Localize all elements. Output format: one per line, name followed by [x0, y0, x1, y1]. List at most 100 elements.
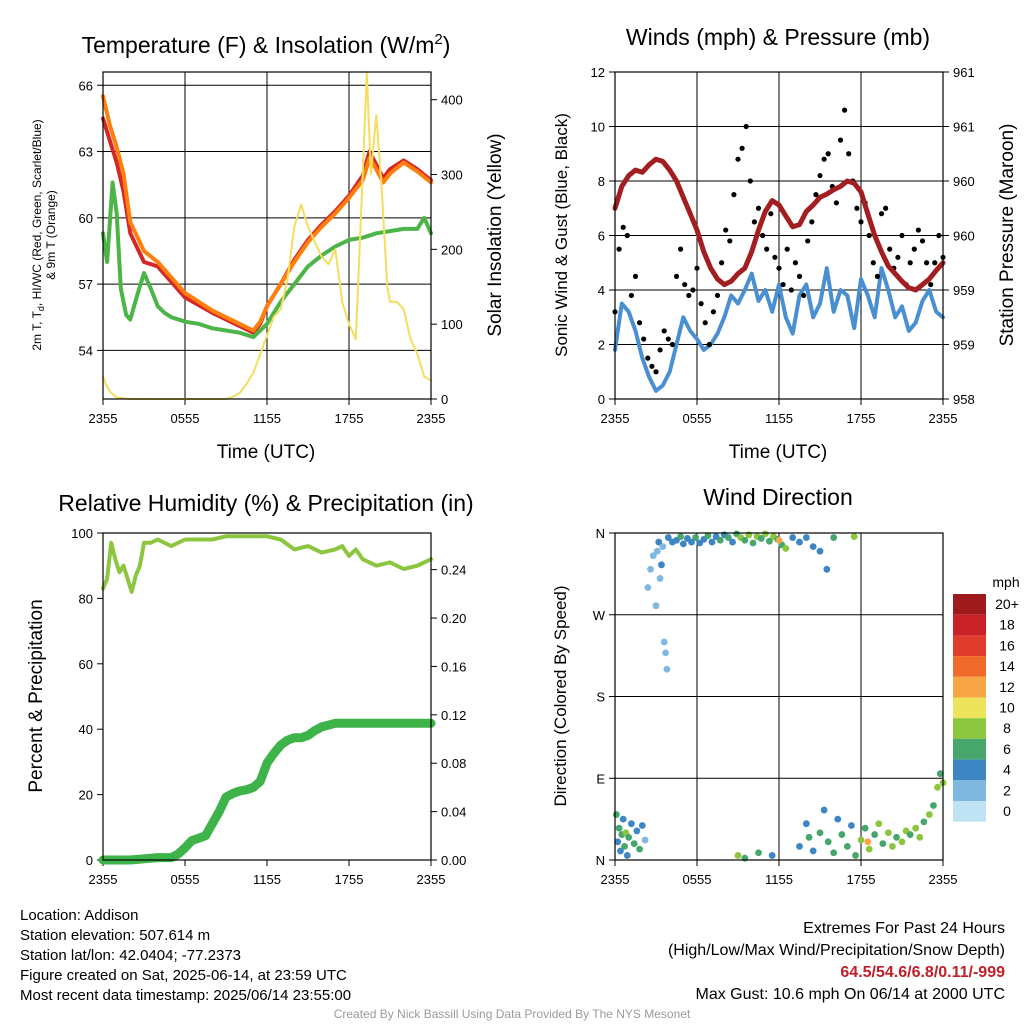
- y-tick-label: 12: [591, 65, 605, 80]
- y-tick-label: 6: [598, 229, 605, 244]
- direction-point: [755, 849, 762, 857]
- gust-point: [801, 292, 807, 299]
- gust-point: [825, 151, 831, 157]
- temperature-x-axis-label: Time (UTC): [217, 442, 316, 463]
- gust-point: [792, 260, 799, 266]
- direction-point: [816, 547, 824, 555]
- direction-point: [906, 831, 914, 838]
- y2-tick-label: 0: [441, 392, 448, 407]
- gust-point: [755, 205, 762, 211]
- gust-point: [768, 211, 774, 217]
- gust-point: [632, 273, 639, 279]
- x-tick-label: 0555: [171, 872, 200, 887]
- temperature-panel: Temperature (F) & Insolation (W/m2) Time…: [30, 31, 506, 463]
- direction-point: [889, 842, 896, 850]
- temperature-chart-title: Temperature (F) & Insolation (W/m2): [82, 31, 451, 58]
- direction-point: [934, 783, 941, 791]
- x-tick-label: 1155: [253, 872, 281, 887]
- grid-lines: [615, 72, 943, 399]
- gust-point: [669, 341, 676, 348]
- direction-point: [633, 827, 641, 835]
- direction-point: [649, 552, 657, 560]
- direction-point: [861, 824, 869, 832]
- gust-point: [686, 292, 692, 299]
- gust-point: [657, 347, 663, 353]
- gust-point: [665, 336, 671, 342]
- direction-point: [644, 584, 652, 591]
- plot-frame: [102, 71, 432, 400]
- direction-point: [612, 811, 620, 818]
- extremes-subtitle: (High/Low/Max Wind/Precipitation/Snow De…: [667, 942, 1005, 959]
- x-tick-label: 0555: [171, 411, 200, 426]
- gust-point: [628, 292, 635, 299]
- direction-point: [816, 829, 824, 837]
- y2-tick-label: 100: [441, 317, 463, 332]
- direction-point: [630, 840, 638, 848]
- y2-tick-label: 0.20: [441, 611, 466, 626]
- legend-label: 14: [999, 658, 1015, 674]
- speed-legend: mph 20+ 18 16 14 12 10 8 6 4 2 0: [953, 574, 1020, 822]
- direction-point: [641, 836, 649, 844]
- y-tick-label: 63: [79, 145, 93, 160]
- legend-label: 0: [1003, 803, 1011, 819]
- gust-point: [731, 192, 737, 198]
- gust-point: [739, 145, 745, 151]
- gust-point: [928, 281, 934, 288]
- y2-tick-label: 0.08: [441, 756, 466, 771]
- legend-swatch: [953, 801, 986, 822]
- gust-point: [919, 238, 926, 244]
- x-tick-label: 1755: [335, 872, 364, 887]
- x-tick-label: 1155: [253, 411, 281, 426]
- direction-point: [617, 847, 624, 855]
- gust-point: [833, 200, 840, 206]
- direction-point: [741, 536, 749, 544]
- gust-point: [874, 273, 881, 279]
- direction-point: [725, 534, 732, 541]
- direction-point: [920, 818, 928, 826]
- legend-label: 10: [999, 700, 1015, 716]
- relative-humidity-line: [101, 534, 433, 594]
- y-tick-label: E: [596, 771, 605, 786]
- direction-point: [688, 538, 695, 546]
- gust-point: [866, 232, 872, 239]
- direction-point: [625, 833, 633, 841]
- station-latlon: Station lat/lon: 42.0404; -77.2373: [20, 947, 242, 964]
- y-tick-label: 8: [598, 174, 605, 189]
- legend-title: mph: [992, 574, 1019, 590]
- y-tick-label: 80: [79, 591, 93, 606]
- x-tick-label: 1755: [335, 411, 364, 426]
- gust-point: [764, 246, 770, 252]
- y-tick-label: 54: [79, 343, 93, 358]
- plot-frame: [614, 532, 944, 861]
- gust-point: [883, 205, 889, 211]
- y-tick-label: 100: [71, 526, 93, 541]
- gust-point: [735, 156, 741, 162]
- y-tick-label: 66: [79, 78, 93, 93]
- gust-point: [714, 292, 721, 299]
- legend-swatch: [953, 614, 986, 636]
- y2-tick-label: 960: [953, 174, 975, 189]
- gust-point: [710, 309, 717, 315]
- direction-point: [865, 845, 873, 853]
- legend-label: 18: [999, 617, 1015, 633]
- direction-point: [655, 538, 663, 546]
- recent-timestamp: Most recent data timestamp: 2025/06/14 2…: [20, 987, 352, 1004]
- direction-point: [824, 838, 832, 846]
- gust-point: [907, 260, 913, 266]
- winds-y-axis-label: Sonic Wind & Gust (Blue, Black): [552, 113, 571, 357]
- direction-point: [638, 822, 646, 829]
- gust-point: [719, 260, 725, 266]
- grid-lines: [103, 72, 431, 399]
- direction-point: [716, 536, 724, 544]
- y-tick-label: 10: [591, 120, 605, 135]
- direction-point: [852, 852, 859, 859]
- legend-swatch: [953, 676, 986, 698]
- humidity-panel: Relative Humidity (%) & Precipitation (i…: [26, 490, 474, 887]
- legend-label: 6: [1003, 741, 1011, 757]
- direction-point: [893, 833, 900, 841]
- x-tick-label: 2355: [929, 411, 958, 426]
- y-tick-label: S: [596, 690, 605, 705]
- y2-tick-label: 0.04: [441, 805, 466, 820]
- direction-point: [734, 852, 742, 859]
- gust-point: [702, 320, 708, 326]
